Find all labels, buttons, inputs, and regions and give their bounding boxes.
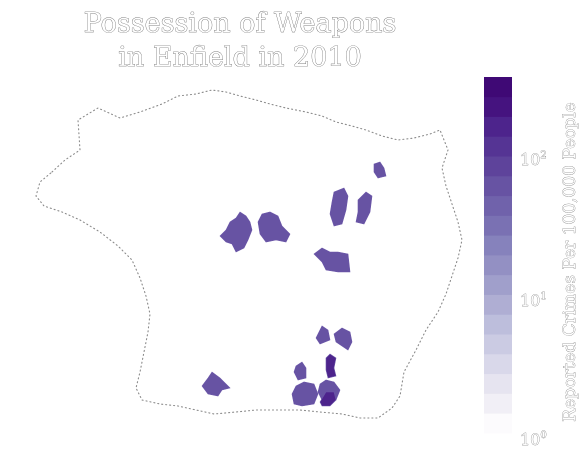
ward-area-3 bbox=[373, 161, 387, 179]
ward-areas bbox=[201, 161, 387, 407]
ward-area-2 bbox=[257, 211, 291, 243]
ward-area-9 bbox=[325, 353, 337, 379]
ward-area-11 bbox=[291, 381, 319, 407]
colorbar-step-3 bbox=[484, 373, 512, 394]
ward-area-5 bbox=[355, 191, 373, 225]
map-title-line-2: in Enfield in 2010 bbox=[118, 42, 362, 73]
colorbar bbox=[484, 77, 512, 434]
map-title-line-1: Possession of Weapons bbox=[84, 8, 397, 39]
colorbar-step-16 bbox=[484, 116, 512, 137]
colorbar-step-4 bbox=[484, 353, 512, 375]
ward-area-6 bbox=[313, 247, 351, 273]
colorbar-step-9 bbox=[484, 255, 512, 276]
ward-area-10 bbox=[293, 361, 307, 381]
colorbar-step-15 bbox=[484, 136, 512, 157]
ward-area-1 bbox=[219, 211, 253, 253]
colorbar-step-8 bbox=[484, 274, 512, 295]
ward-area-14 bbox=[201, 371, 231, 397]
colorbar-tick-2: 102 bbox=[520, 150, 547, 169]
colorbar-step-10 bbox=[484, 235, 512, 256]
colorbar-step-18 bbox=[484, 77, 512, 98]
colorbar-tick-0: 100 bbox=[520, 430, 547, 449]
colorbar-step-13 bbox=[484, 175, 512, 197]
colorbar-label: Reported Crimes Per 100,000 People bbox=[560, 102, 580, 421]
colorbar-tick-1: 101 bbox=[520, 291, 547, 310]
colorbar-step-5 bbox=[484, 334, 512, 355]
colorbar-step-14 bbox=[484, 156, 512, 177]
colorbar-step-11 bbox=[484, 215, 512, 236]
colorbar-step-17 bbox=[484, 96, 512, 117]
ward-area-13 bbox=[319, 391, 337, 407]
ward-area-7 bbox=[315, 325, 331, 345]
colorbar-step-7 bbox=[484, 294, 512, 315]
ward-area-4 bbox=[329, 187, 349, 227]
colorbar-step-2 bbox=[484, 393, 512, 414]
colorbar-ticks: 100 101 102 bbox=[520, 150, 547, 450]
ward-area-8 bbox=[333, 327, 353, 351]
colorbar-step-6 bbox=[484, 314, 512, 335]
colorbar-step-1 bbox=[484, 413, 512, 434]
enfield-boundary bbox=[35, 89, 463, 419]
colorbar-step-12 bbox=[484, 195, 512, 216]
